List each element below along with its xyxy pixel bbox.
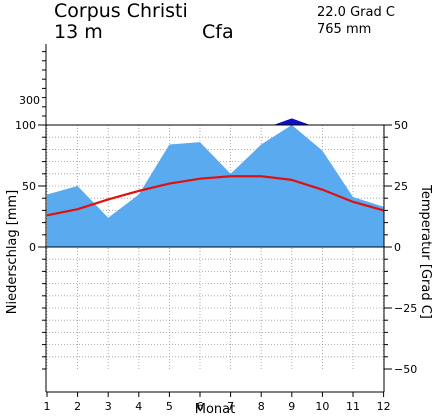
y-axis-title-left: Niederschlag [mm] [5,190,20,315]
right-tick-label: 25 [394,180,408,193]
x-axis-title: Monat [195,402,235,416]
station-altitude: 13 m [54,21,103,43]
x-tick-label: 1 [44,400,51,413]
temperature-line [46,175,384,217]
right-tick-label: −50 [394,363,417,376]
x-tick-label: 12 [377,400,391,413]
axes [45,44,385,393]
left-tick-label: 50 [22,180,36,193]
left-tick-label: 300 [19,94,40,107]
annual-precipitation: 765 mm [317,22,372,37]
x-tick-label: 3 [105,400,112,413]
station-name: Corpus Christi [54,0,188,22]
x-tick-label: 2 [74,400,81,413]
climate-class: Cfa [202,21,234,43]
right-tick-label: 50 [394,119,408,132]
mean-temperature: 22.0 Grad C [317,5,395,20]
x-tick-label: 7 [227,400,234,413]
precipitation-fill [47,125,384,247]
right-tick-label: 0 [394,241,401,254]
x-tick-label: 4 [135,400,142,413]
y-axis-title-right: Temperatur [Grad C] [418,184,433,319]
x-tick-label: 9 [288,400,295,413]
x-tick-label: 10 [315,400,329,413]
left-tick-label: 0 [29,241,36,254]
x-tick-label: 5 [166,400,173,413]
right-tick-label: −25 [394,302,417,315]
precipitation-excess [273,118,311,125]
temperature-series [46,175,384,217]
tick-marks [38,51,392,397]
left-tick-label: 100 [15,119,36,132]
precipitation-area [47,118,384,247]
x-tick-label: 11 [346,400,360,413]
x-tick-label: 6 [197,400,204,413]
x-tick-label: 8 [258,400,265,413]
